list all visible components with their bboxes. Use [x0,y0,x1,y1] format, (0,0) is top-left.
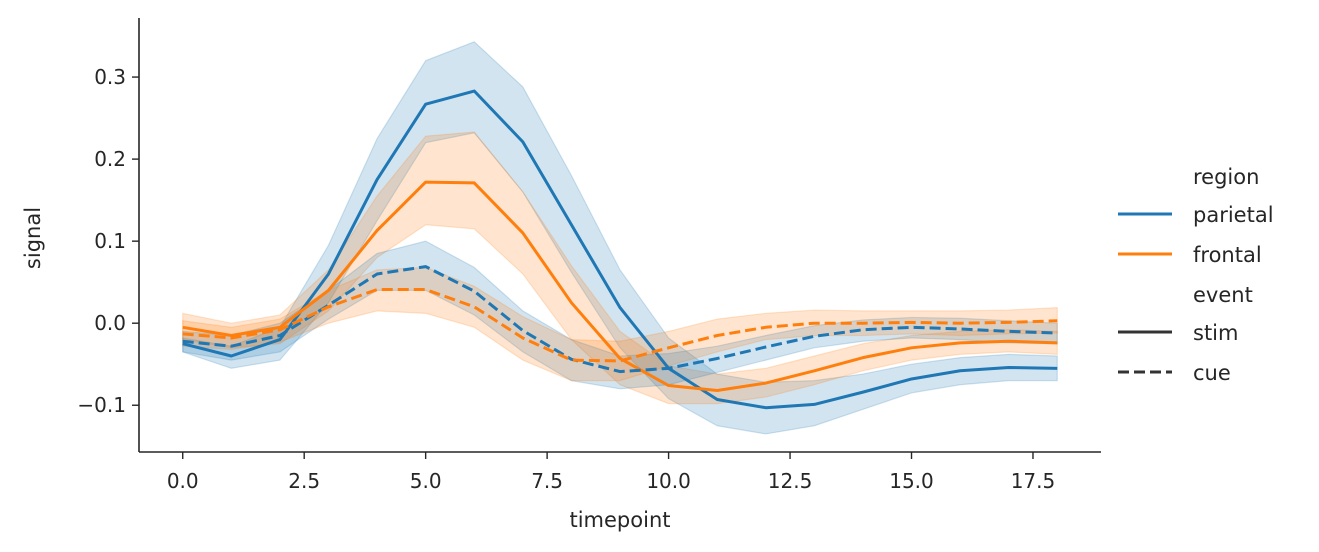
x-axis-label: timepoint [569,508,670,532]
y-ticks: −0.1 0.0 0.1 0.2 0.3 [77,65,139,417]
legend-label-stim: stim [1193,321,1238,345]
line-parietal-cue [182,265,1058,374]
y-tick-label: 0.0 [94,311,126,335]
line-frontal-cue [182,288,1058,363]
line-frontal-stim [182,180,1058,392]
x-tick-label: 2.5 [288,469,320,493]
line-parietal-stim [182,89,1058,410]
legend-label-cue: cue [1193,361,1231,385]
y-tick-label: 0.1 [94,229,126,253]
y-tick-label: −0.1 [77,393,126,417]
x-tick-label: 7.5 [531,469,563,493]
series-lines [182,89,1058,410]
legend: region parietal frontal event stim cue [1118,165,1274,385]
legend-label-frontal: frontal [1193,243,1262,267]
band-frontal-cue [182,266,1058,382]
y-axis-label: signal [21,207,45,269]
y-tick-label: 0.2 [94,147,126,171]
legend-title-event: event [1193,283,1253,307]
axes [138,18,1101,453]
y-tick-label: 0.3 [94,65,126,89]
x-tick-label: 15.0 [889,469,934,493]
band-parietal-cue [182,240,1058,390]
legend-label-parietal: parietal [1193,203,1274,227]
x-ticks: 0.0 2.5 5.0 7.5 10.0 12.5 15.0 17.5 [167,452,1055,493]
x-tick-label: 5.0 [410,469,442,493]
legend-title-region: region [1193,165,1259,189]
x-tick-label: 12.5 [768,469,813,493]
band-frontal-stim [182,131,1058,405]
x-tick-label: 10.0 [646,469,691,493]
x-tick-label: 17.5 [1011,469,1056,493]
x-tick-label: 0.0 [167,469,199,493]
